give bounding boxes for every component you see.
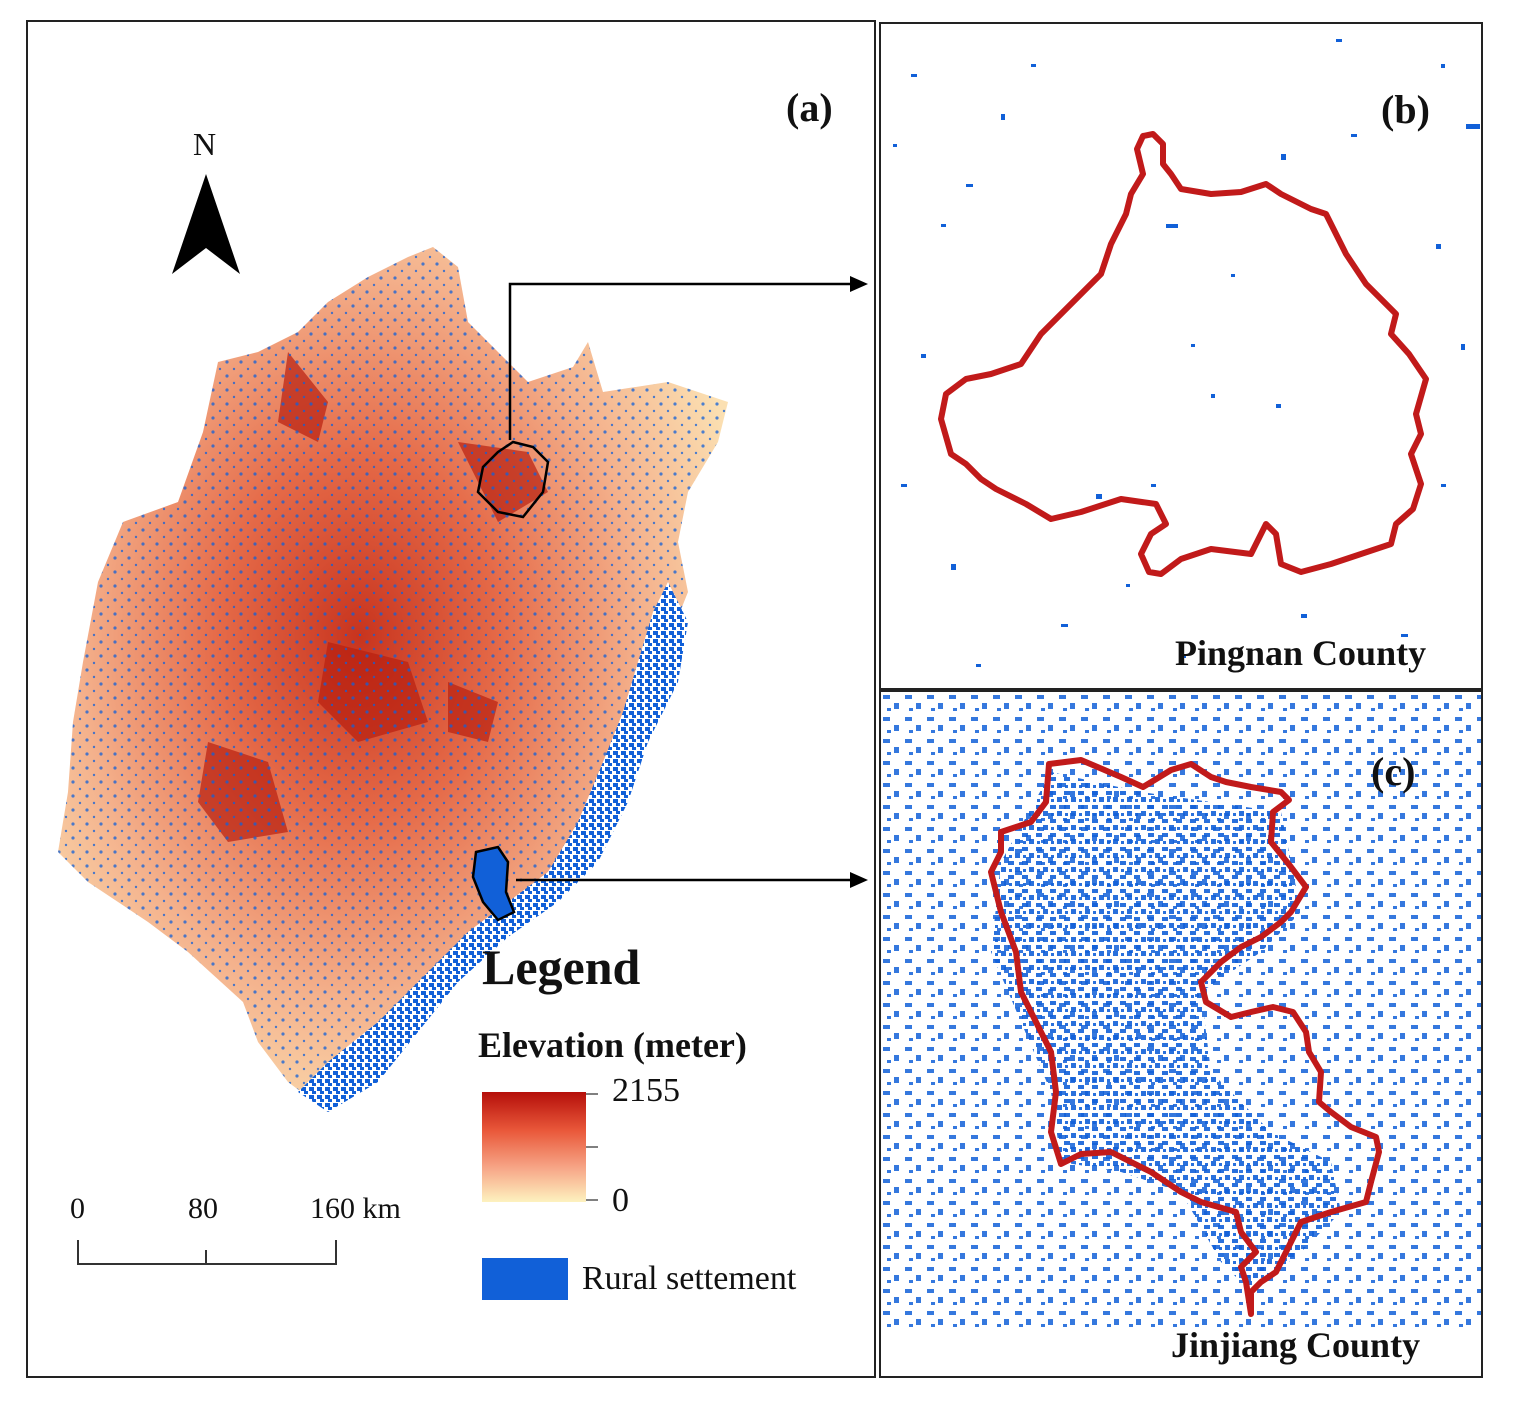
- legend-elevation-min: 0: [612, 1182, 629, 1219]
- scale-tick-160: 160 km: [310, 1192, 401, 1225]
- leader-line-pingnan: [508, 282, 853, 440]
- scale-tick-80: 80: [188, 1192, 218, 1225]
- pingnan-outline: [476, 440, 550, 519]
- elevation-color-ramp: [482, 1092, 586, 1202]
- main-map-canvas: [58, 174, 868, 1300]
- north-arrow-icon: [172, 174, 240, 274]
- coastal-settlements: [298, 582, 688, 1112]
- legend-settlement-label: Rural settement: [582, 1260, 797, 1297]
- leader-arrow-jinjiang: [850, 872, 868, 888]
- jinjiang-county-boundary: [988, 757, 1382, 1317]
- north-letter: N: [193, 126, 217, 162]
- legend-title: Legend: [482, 939, 641, 995]
- jinjiang-outline: [471, 845, 516, 922]
- main-map-panel: (a) N Legend Elevation (meter) 2155 0 Ru…: [26, 20, 876, 1378]
- jinjiang-dense-settlements: [991, 772, 1341, 1292]
- legend-elevation-max: 2155: [612, 1072, 680, 1109]
- settlement-swatch: [482, 1258, 568, 1300]
- province-settlement-scatter: [58, 247, 728, 1112]
- pingnan-map-canvas: [893, 39, 1480, 667]
- pingnan-panel: (b) Pingnan County: [879, 22, 1483, 690]
- jinjiang-map-canvas: [881, 692, 1481, 1332]
- leader-arrow-pingnan: [850, 276, 868, 292]
- pingnan-county-boundary: [938, 131, 1429, 577]
- pingnan-settlement-dots: [893, 39, 1480, 667]
- panel-label-c: (c): [1371, 749, 1416, 794]
- panel-label-a: (a): [786, 85, 833, 130]
- panel-label-b: (b): [1381, 87, 1430, 132]
- county-label-pingnan: Pingnan County: [1175, 633, 1427, 673]
- county-label-jinjiang: Jinjiang County: [1171, 1325, 1421, 1365]
- scale-tick-0: 0: [70, 1192, 85, 1225]
- jinjiang-panel: (c) Jinjiang County: [879, 690, 1483, 1378]
- legend-elevation-title: Elevation (meter): [478, 1025, 747, 1065]
